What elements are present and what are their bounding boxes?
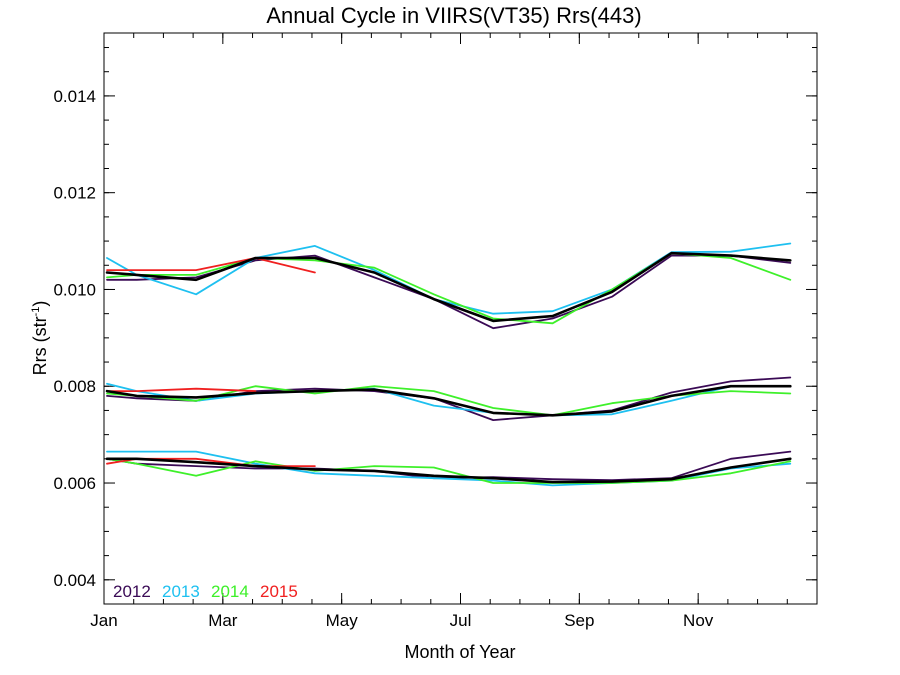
y-tick-label: 0.004 bbox=[53, 571, 96, 590]
y-tick-label: 0.012 bbox=[53, 184, 96, 203]
plot-frame bbox=[103, 32, 818, 605]
series-line-mean bbox=[105, 457, 792, 484]
y-axis-ticks: 0.004 0.006 0.008 0.010 0.012 0.014 bbox=[53, 87, 817, 590]
series-line-mean bbox=[105, 251, 792, 323]
x-tick-label: Jan bbox=[90, 611, 117, 630]
series-line-2013 bbox=[106, 450, 792, 487]
legend-entry-2015: 2015 bbox=[260, 582, 298, 601]
x-tick-label: May bbox=[326, 611, 359, 630]
legend: 2012 2013 2014 2015 bbox=[113, 582, 298, 601]
legend-entry-2014: 2014 bbox=[211, 582, 249, 601]
series-line-2014 bbox=[106, 252, 792, 325]
series-group-3 bbox=[105, 450, 792, 487]
plot-border bbox=[103, 32, 818, 605]
series-line-mean bbox=[105, 384, 792, 417]
x-tick-label: Jul bbox=[450, 611, 472, 630]
x-tick-label: Mar bbox=[208, 611, 238, 630]
series-group-2 bbox=[105, 376, 792, 422]
x-axis-title: Month of Year bbox=[404, 642, 515, 662]
y-tick-label: 0.008 bbox=[53, 377, 96, 396]
legend-entry-2013: 2013 bbox=[162, 582, 200, 601]
series-group-1 bbox=[105, 242, 792, 330]
y-axis-title: Rrs (str-1) bbox=[30, 301, 50, 376]
x-tick-label: Sep bbox=[564, 611, 594, 630]
series-line-2014 bbox=[106, 457, 792, 484]
series-layer bbox=[105, 242, 792, 487]
chart-title: Annual Cycle in VIIRS(VT35) Rrs(443) bbox=[266, 3, 641, 28]
y-tick-label: 0.014 bbox=[53, 87, 96, 106]
y-axis-title-close: ) bbox=[30, 301, 50, 307]
legend-entry-2012: 2012 bbox=[113, 582, 151, 601]
series-line-2015 bbox=[106, 257, 316, 274]
series-line-2015 bbox=[106, 387, 257, 393]
y-axis-title-main: Rrs (str bbox=[30, 316, 50, 375]
x-axis-ticks: Jan Mar May Jul Sep Nov bbox=[90, 33, 714, 630]
minor-ticks bbox=[103, 33, 818, 605]
x-tick-label: Nov bbox=[683, 611, 714, 630]
y-axis-title-superscript: -1 bbox=[30, 307, 42, 317]
y-tick-label: 0.010 bbox=[53, 280, 96, 299]
y-tick-label: 0.006 bbox=[53, 474, 96, 493]
